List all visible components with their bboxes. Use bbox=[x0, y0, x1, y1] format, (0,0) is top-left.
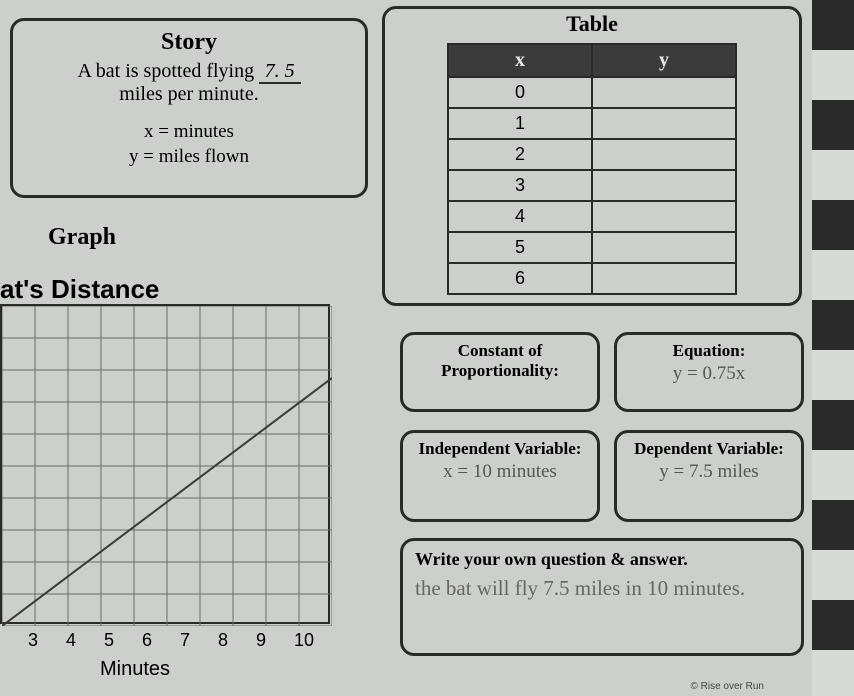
iv-label: Independent Variable: bbox=[407, 439, 593, 459]
story-text: A bat is spotted flying 7. 5 bbox=[23, 60, 355, 83]
table-cell-y[interactable] bbox=[592, 170, 736, 201]
table-cell-y[interactable] bbox=[592, 232, 736, 263]
dependent-variable-panel: Dependent Variable: y = 7.5 miles bbox=[614, 430, 804, 522]
graph-title-partial: at's Distance bbox=[0, 274, 159, 305]
question-answer-panel: Write your own question & answer. the ba… bbox=[400, 538, 804, 656]
table-cell-x[interactable]: 2 bbox=[448, 139, 592, 170]
x-tick-label: 5 bbox=[104, 630, 114, 651]
equation-label: Equation: bbox=[621, 341, 797, 361]
table-panel: Table x y 0123456 bbox=[382, 6, 802, 306]
table-title: Table bbox=[385, 11, 799, 37]
table-cell-y[interactable] bbox=[592, 139, 736, 170]
table-row: 5 bbox=[448, 232, 736, 263]
dv-value[interactable]: y = 7.5 miles bbox=[621, 461, 797, 483]
x-tick-label: 3 bbox=[28, 630, 38, 651]
table-cell-x[interactable]: 5 bbox=[448, 232, 592, 263]
story-blank[interactable]: 7. 5 bbox=[259, 60, 301, 84]
table-cell-x[interactable]: 0 bbox=[448, 77, 592, 108]
table-header-y: y bbox=[592, 44, 736, 77]
data-table: x y 0123456 bbox=[447, 43, 737, 295]
table-cell-x[interactable]: 6 bbox=[448, 263, 592, 294]
table-cell-x[interactable]: 4 bbox=[448, 201, 592, 232]
x-tick-label: 8 bbox=[218, 630, 228, 651]
table-cell-y[interactable] bbox=[592, 77, 736, 108]
story-line1a: A bat is spotted flying bbox=[77, 60, 254, 82]
table-cell-y[interactable] bbox=[592, 201, 736, 232]
graph-section-label: Graph bbox=[48, 224, 116, 251]
x-tick-label: 7 bbox=[180, 630, 190, 651]
equation-panel: Equation: y = 0.75x bbox=[614, 332, 804, 412]
table-cell-x[interactable]: 3 bbox=[448, 170, 592, 201]
x-tick-label: 10 bbox=[294, 630, 314, 651]
credit: © Rise over Run bbox=[690, 681, 764, 692]
graph-svg bbox=[2, 306, 332, 626]
x-tick-label: 4 bbox=[66, 630, 76, 651]
table-cell-y[interactable] bbox=[592, 108, 736, 139]
story-def-x: x = minutes bbox=[23, 120, 355, 145]
table-row: 3 bbox=[448, 170, 736, 201]
x-tick-label: 9 bbox=[256, 630, 266, 651]
story-def-y: y = miles flown bbox=[23, 145, 355, 170]
dv-label: Dependent Variable: bbox=[621, 439, 797, 459]
story-line2: miles per minute. bbox=[23, 83, 355, 106]
independent-variable-panel: Independent Variable: x = 10 minutes bbox=[400, 430, 600, 522]
x-axis-label: Minutes bbox=[100, 658, 170, 681]
table-row: 1 bbox=[448, 108, 736, 139]
table-row: 2 bbox=[448, 139, 736, 170]
page-edge-stripe bbox=[812, 0, 854, 696]
table-row: 4 bbox=[448, 201, 736, 232]
iv-value[interactable]: x = 10 minutes bbox=[407, 461, 593, 483]
cop-label: Constant of Proportionality: bbox=[407, 341, 593, 380]
qa-label: Write your own question & answer. bbox=[415, 549, 789, 570]
table-header-x: x bbox=[448, 44, 592, 77]
qa-answer[interactable]: the bat will fly 7.5 miles in 10 minutes… bbox=[415, 574, 789, 602]
story-panel: Story A bat is spotted flying 7. 5 miles… bbox=[10, 18, 368, 198]
story-title: Story bbox=[23, 29, 355, 56]
worksheet-page: Story A bat is spotted flying 7. 5 miles… bbox=[0, 0, 812, 696]
x-tick-label: 6 bbox=[142, 630, 152, 651]
table-cell-x[interactable]: 1 bbox=[448, 108, 592, 139]
table-row: 0 bbox=[448, 77, 736, 108]
constant-of-proportionality-panel: Constant of Proportionality: bbox=[400, 332, 600, 412]
equation-value[interactable]: y = 0.75x bbox=[621, 363, 797, 385]
table-cell-y[interactable] bbox=[592, 263, 736, 294]
table-row: 6 bbox=[448, 263, 736, 294]
graph-grid bbox=[0, 304, 330, 624]
